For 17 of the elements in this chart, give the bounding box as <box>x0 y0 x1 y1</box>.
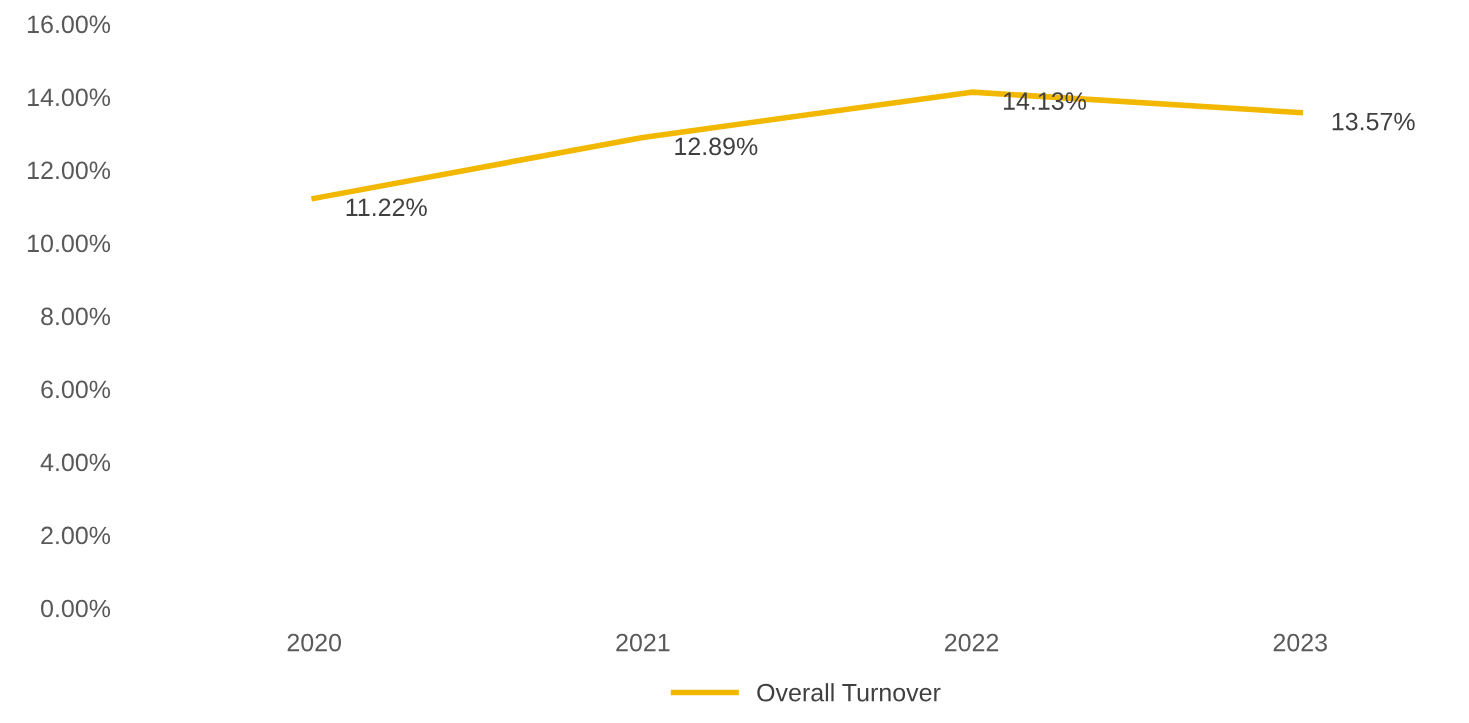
text: 12.89% <box>675 137 758 156</box>
y-tick-label: 6.00% <box>41 380 111 399</box>
x-tick-label: 2020 <box>287 633 342 652</box>
y-tick-label: 14.00% <box>28 88 111 107</box>
y-tick-label: 12.00% <box>28 161 111 180</box>
y-tick-label: 8.00% <box>41 307 111 326</box>
x-tick-label: 2023 <box>1273 633 1327 652</box>
text: 11.22% <box>346 198 427 217</box>
x-tick-label: 2021 <box>616 633 670 652</box>
y-tick-label: 10.00% <box>28 234 111 253</box>
y-tick-label: 2.00% <box>41 526 111 545</box>
legend-label: Overall Turnover <box>757 683 941 702</box>
y-tick-label: 0.00% <box>41 599 111 618</box>
y-tick-label: 16.00% <box>28 15 111 34</box>
x-tick-label: 2022 <box>945 633 999 652</box>
text: 13.57% <box>1332 112 1415 131</box>
y-tick-label: 4.00% <box>40 453 111 472</box>
